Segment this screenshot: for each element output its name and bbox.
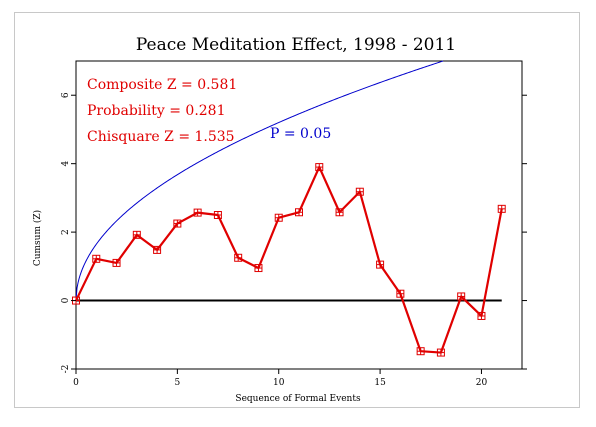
cumsum-point xyxy=(153,245,162,254)
chisquare-z-label: Chisquare Z = 1.535 xyxy=(87,129,235,145)
cumsum-point xyxy=(396,289,405,298)
cumsum-point xyxy=(376,260,385,269)
cumsum-point xyxy=(477,311,486,320)
x-tick-label: 10 xyxy=(273,378,285,388)
cumsum-point xyxy=(436,348,445,357)
cumsum-point xyxy=(274,213,283,222)
y-tick-label: 4 xyxy=(61,161,71,167)
p-envelope-label: P = 0.05 xyxy=(270,126,331,142)
cumsum-point xyxy=(193,208,202,217)
y-tick-label: 6 xyxy=(61,92,71,98)
cumsum-point xyxy=(173,219,182,228)
cumsum-point xyxy=(355,187,364,196)
y-tick-label: -2 xyxy=(61,365,71,374)
series-layer xyxy=(72,163,506,357)
cumsum-point xyxy=(234,253,243,262)
cumsum-point xyxy=(254,264,263,273)
cumsum-point xyxy=(335,208,344,217)
composite-z-label: Composite Z = 0.581 xyxy=(87,77,237,93)
x-tick-label: 20 xyxy=(476,378,488,388)
cumsum-point xyxy=(92,254,101,263)
y-tick-label: 0 xyxy=(61,297,71,303)
x-axis-label: Sequence of Formal Events xyxy=(235,394,361,404)
y-tick-label: 2 xyxy=(61,229,71,235)
cumsum-point xyxy=(315,163,324,172)
chart-title: Peace Meditation Effect, 1998 - 2011 xyxy=(136,35,456,55)
p-envelope-layer xyxy=(75,60,444,301)
cumsum-point xyxy=(213,211,222,219)
x-tick-label: 0 xyxy=(73,378,79,388)
cumsum-point xyxy=(112,258,121,267)
y-axis-label: Cumsum (Z) xyxy=(32,210,43,266)
x-tick-label: 5 xyxy=(174,378,180,388)
cumsum-line xyxy=(75,165,503,354)
cumsum-point xyxy=(132,230,141,239)
x-tick-label: 15 xyxy=(374,378,386,388)
probability-label: Probability = 0.281 xyxy=(87,103,226,119)
p-envelope-line xyxy=(75,60,444,301)
cumsum-point xyxy=(457,292,466,301)
cumsum-point xyxy=(497,204,506,213)
cumsum-point xyxy=(295,208,303,217)
cumsum-point xyxy=(416,347,425,356)
